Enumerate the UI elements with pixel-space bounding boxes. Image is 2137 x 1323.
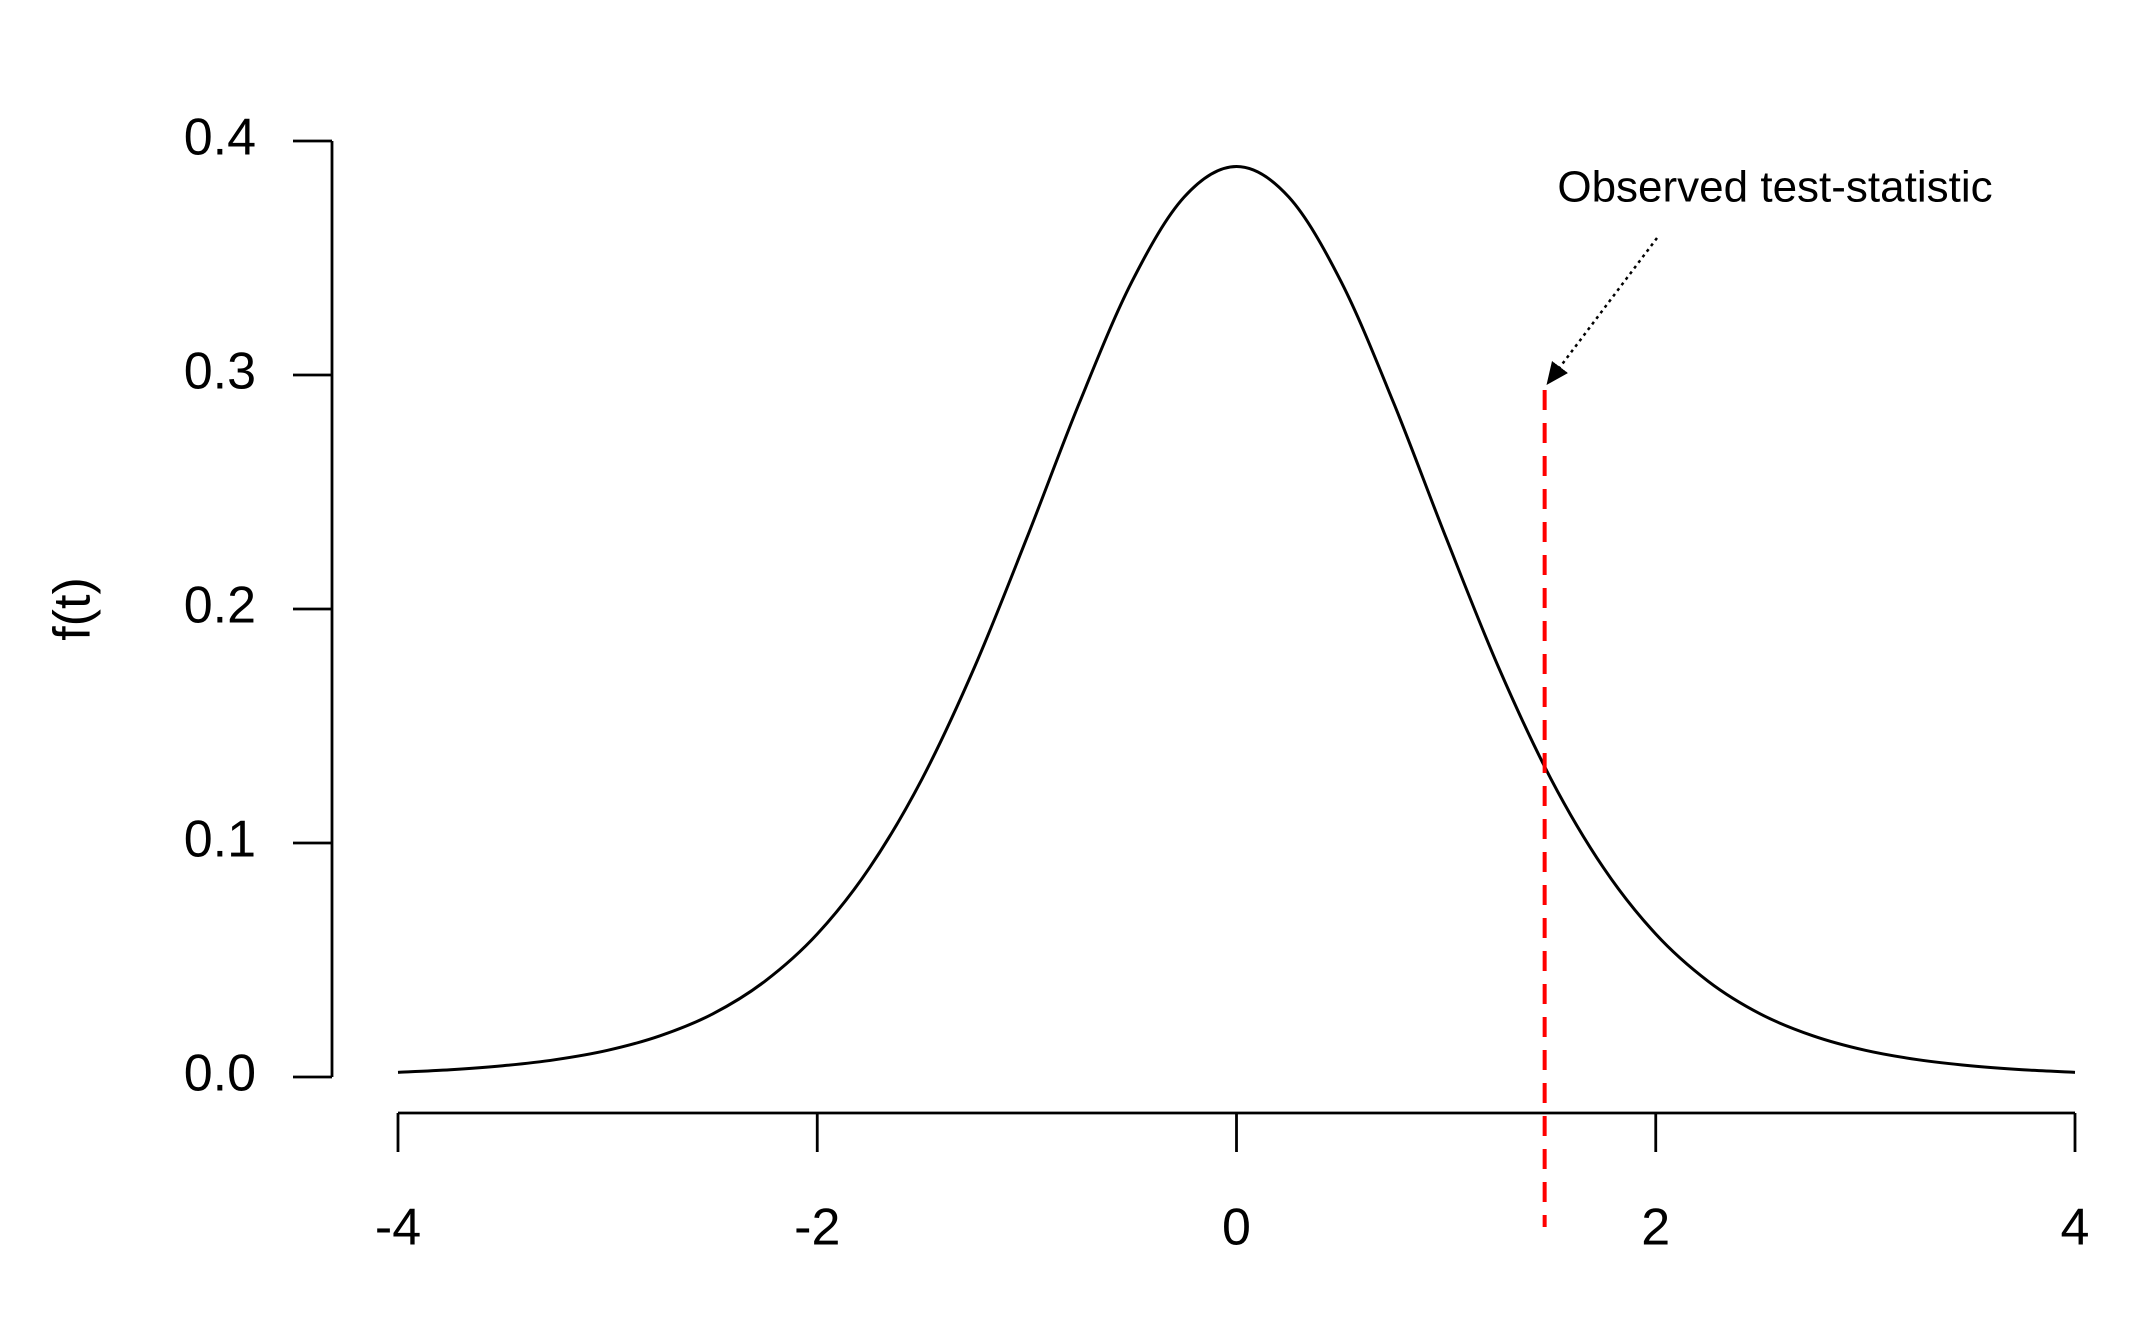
y-tick-label: 0.0 bbox=[184, 1045, 256, 1103]
y-tick-label: 0.2 bbox=[184, 577, 256, 635]
annotation: Observed test-statistic bbox=[1557, 163, 1992, 212]
y-tick-label: 0.1 bbox=[184, 811, 256, 869]
x-tick-label: 2 bbox=[1641, 1199, 1670, 1257]
y-tick-label: 0.4 bbox=[184, 109, 256, 167]
y-tick-label: 0.3 bbox=[184, 343, 256, 401]
x-tick-label: -2 bbox=[794, 1199, 840, 1257]
x-tick-label: -4 bbox=[375, 1199, 421, 1257]
y-axis-label: f(t) bbox=[44, 577, 102, 641]
x-tick-label: 4 bbox=[2061, 1199, 2090, 1257]
x-tick-label: 0 bbox=[1222, 1199, 1251, 1257]
annotation-arrow bbox=[1546, 237, 1658, 385]
density-curve bbox=[397, 165, 2076, 1074]
